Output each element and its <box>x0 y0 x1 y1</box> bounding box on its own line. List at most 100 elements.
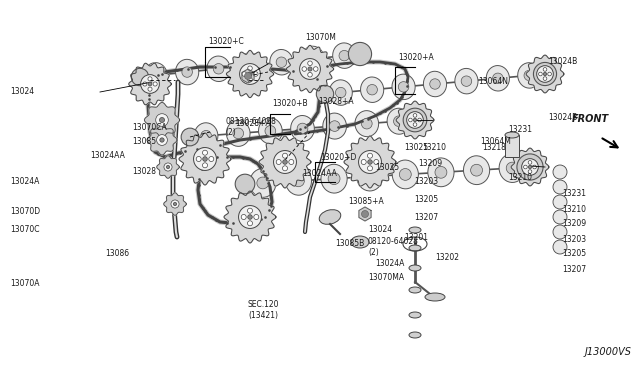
Circle shape <box>173 202 177 206</box>
Circle shape <box>543 68 547 71</box>
Ellipse shape <box>131 68 148 86</box>
Circle shape <box>166 166 170 169</box>
Ellipse shape <box>321 164 347 193</box>
Ellipse shape <box>355 110 379 137</box>
Circle shape <box>248 77 252 82</box>
Text: 13086: 13086 <box>105 250 129 259</box>
Text: 13210: 13210 <box>422 142 446 151</box>
Text: 13085: 13085 <box>132 138 156 147</box>
Ellipse shape <box>486 65 509 91</box>
Bar <box>505 135 519 157</box>
Text: 13203: 13203 <box>562 235 586 244</box>
Circle shape <box>148 87 152 91</box>
Ellipse shape <box>257 177 269 189</box>
Ellipse shape <box>244 60 255 71</box>
Circle shape <box>273 151 296 173</box>
Text: 13218: 13218 <box>482 142 506 151</box>
Circle shape <box>532 165 536 169</box>
Circle shape <box>528 170 532 173</box>
Circle shape <box>358 151 381 173</box>
Circle shape <box>418 118 421 122</box>
Circle shape <box>308 73 312 77</box>
Ellipse shape <box>499 154 525 182</box>
Ellipse shape <box>335 87 346 98</box>
Text: 13064N: 13064N <box>478 77 508 87</box>
Ellipse shape <box>181 128 199 146</box>
Ellipse shape <box>270 49 293 75</box>
Circle shape <box>308 61 312 65</box>
Ellipse shape <box>329 121 340 131</box>
Ellipse shape <box>328 173 340 185</box>
Ellipse shape <box>175 60 199 85</box>
Circle shape <box>524 165 527 169</box>
Circle shape <box>374 160 379 164</box>
Circle shape <box>196 157 201 161</box>
Text: SEC.120
(13421): SEC.120 (13421) <box>248 300 280 320</box>
Circle shape <box>361 160 366 164</box>
Circle shape <box>160 138 164 142</box>
Circle shape <box>203 157 207 161</box>
Text: 13025: 13025 <box>375 163 399 171</box>
Circle shape <box>148 77 152 81</box>
Polygon shape <box>224 191 276 243</box>
Ellipse shape <box>398 81 409 92</box>
Text: 13024: 13024 <box>10 87 34 96</box>
Ellipse shape <box>301 46 324 72</box>
Ellipse shape <box>387 108 411 134</box>
Text: 13025: 13025 <box>404 142 428 151</box>
Ellipse shape <box>425 293 445 301</box>
Ellipse shape <box>429 79 440 89</box>
Circle shape <box>553 180 567 194</box>
Ellipse shape <box>182 67 193 77</box>
Ellipse shape <box>351 236 369 248</box>
Polygon shape <box>227 50 274 97</box>
Text: 13070CA: 13070CA <box>132 122 167 131</box>
Circle shape <box>239 64 260 84</box>
Text: 13210: 13210 <box>562 205 586 215</box>
Ellipse shape <box>201 131 211 141</box>
Circle shape <box>413 118 417 122</box>
Polygon shape <box>511 148 549 186</box>
Ellipse shape <box>360 77 384 102</box>
Circle shape <box>314 67 318 71</box>
Circle shape <box>248 208 253 213</box>
Ellipse shape <box>195 123 218 149</box>
Circle shape <box>157 135 168 145</box>
Ellipse shape <box>291 115 314 141</box>
Circle shape <box>553 225 567 239</box>
Polygon shape <box>179 133 231 185</box>
Circle shape <box>241 215 246 219</box>
Polygon shape <box>157 156 179 178</box>
Ellipse shape <box>461 76 472 86</box>
Circle shape <box>553 210 567 224</box>
Ellipse shape <box>150 70 161 81</box>
Circle shape <box>413 123 417 126</box>
Ellipse shape <box>470 164 483 176</box>
Ellipse shape <box>250 169 276 197</box>
Ellipse shape <box>399 169 412 180</box>
Ellipse shape <box>265 126 276 136</box>
Circle shape <box>242 72 246 76</box>
Text: 13070M: 13070M <box>305 32 336 42</box>
Text: 13231: 13231 <box>508 125 532 135</box>
Text: 13070C: 13070C <box>10 225 40 234</box>
Text: 13024A: 13024A <box>375 260 404 269</box>
Circle shape <box>171 200 179 208</box>
Polygon shape <box>396 101 434 139</box>
Text: 13203: 13203 <box>414 177 438 186</box>
Ellipse shape <box>323 113 346 139</box>
Polygon shape <box>145 103 179 138</box>
Text: 13209: 13209 <box>562 219 586 228</box>
Ellipse shape <box>517 154 543 180</box>
Circle shape <box>413 113 417 117</box>
Ellipse shape <box>435 166 447 178</box>
Circle shape <box>148 82 152 86</box>
Ellipse shape <box>239 53 262 78</box>
Ellipse shape <box>329 80 352 105</box>
Ellipse shape <box>339 51 349 61</box>
Ellipse shape <box>409 265 421 271</box>
Ellipse shape <box>319 210 340 224</box>
Text: 13024AA: 13024AA <box>90 151 125 160</box>
Text: 13028: 13028 <box>132 167 156 176</box>
Circle shape <box>282 166 287 171</box>
